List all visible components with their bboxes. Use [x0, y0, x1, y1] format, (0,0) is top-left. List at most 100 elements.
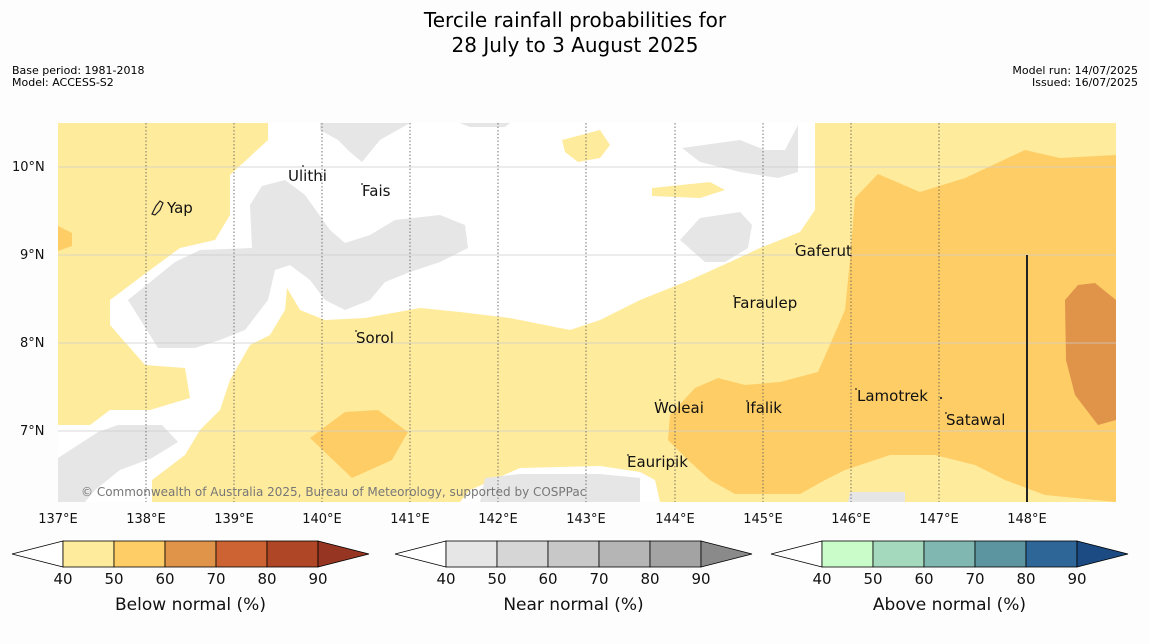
colorbar-segment: [113, 540, 166, 568]
below-normal-40-50-area: [652, 182, 725, 198]
lon-tick-label: 144°E: [655, 512, 695, 527]
place-label-faraulep: Faraulep: [733, 294, 797, 312]
below-normal-50-60-area: [668, 150, 1116, 502]
colorbar-tick-label: 60: [538, 570, 557, 588]
colorbar-tick-label: 40: [436, 570, 455, 588]
lon-tick-label: 148°E: [1007, 512, 1047, 527]
lon-tick-label: 147°E: [919, 512, 959, 527]
colorbar-tick-label: 50: [863, 570, 882, 588]
island-markers: [302, 165, 947, 456]
colorbar-tick-label: 40: [53, 570, 72, 588]
colorbar-title: Below normal (%): [115, 595, 266, 615]
colorbar-segment: [598, 540, 651, 568]
title-line-1: Tercile rainfall probabilities for: [423, 8, 727, 32]
colorbar-extend-high: [700, 540, 753, 568]
map-panel: Ulithi Fais Yap Gaferut Faraulep Sorol L…: [58, 123, 1116, 502]
colorbar-segment: [1025, 540, 1078, 568]
lat-tick-label: 10°N: [12, 160, 45, 175]
near-normal-40-50-area: [320, 123, 410, 162]
place-label-gaferut: Gaferut: [795, 242, 852, 260]
colorbar-tick-label: 50: [104, 570, 123, 588]
place-label-eauripik: Eauripik: [627, 453, 688, 471]
place-label-woleai: Woleai: [654, 399, 704, 417]
colorbar-tick-label: 50: [487, 570, 506, 588]
latitude-tick-labels: 10°N 9°N 8°N 7°N: [12, 160, 45, 439]
near-normal-40-50-area: [848, 492, 905, 502]
colorbar-segment: [547, 540, 600, 568]
lon-tick-label: 142°E: [478, 512, 518, 527]
lon-tick-label: 140°E: [302, 512, 342, 527]
lat-tick-label: 9°N: [20, 248, 45, 263]
yap-island-outline: [151, 200, 164, 216]
model-info: Base period: 1981-2018 Model: ACCESS-S2: [12, 65, 144, 89]
lon-tick-label: 143°E: [566, 512, 606, 527]
colorbar-tick-label: 60: [155, 570, 174, 588]
colorbar-extend-high: [1076, 540, 1129, 568]
lat-tick-label: 7°N: [20, 424, 45, 439]
longitude-gridlines: [145, 123, 940, 502]
place-label-ifalik: Ifalik: [746, 399, 782, 417]
run-info: Model run: 14/07/2025 Issued: 16/07/2025: [1012, 65, 1138, 89]
colorbar-segment: [266, 540, 319, 568]
colorbar-tick-label: 80: [257, 570, 276, 588]
map-title: Tercile rainfall probabilities for 28 Ju…: [0, 8, 1150, 58]
near-normal-40-50-area: [480, 474, 640, 502]
colorbar-above-normal: 40 50 60 70 80 90 Above normal (%): [770, 540, 1129, 615]
below-normal-40-50-area: [562, 130, 610, 162]
place-label-satawal: Satawal: [946, 411, 1005, 429]
colorbar-title: Above normal (%): [873, 595, 1026, 615]
lon-tick-label: 137°E: [38, 512, 78, 527]
colorbar-extend-low: [770, 540, 823, 568]
colorbar-below-normal: 40 50 60 70 80 90 Below normal (%): [11, 540, 370, 615]
near-normal-40-50-area: [460, 123, 510, 127]
colorbar-title: Near normal (%): [503, 595, 643, 615]
below-normal-50-60-area: [310, 410, 408, 478]
place-label-lamotrek: Lamotrek: [857, 387, 928, 405]
place-label-yap: Yap: [166, 199, 193, 217]
base-period: Base period: 1981-2018: [12, 64, 145, 77]
colorbar-segment: [923, 540, 976, 568]
colorbar-segment: [62, 540, 115, 568]
near-normal-40-50-area: [128, 180, 468, 348]
colorbar-tick-label: 80: [1016, 570, 1035, 588]
place-label-fais: Fais: [362, 182, 391, 200]
lon-tick-label: 141°E: [390, 512, 430, 527]
near-normal-40-50-area: [680, 212, 752, 262]
colorbar-tick-label: 90: [308, 570, 327, 588]
colorbar-tick-label: 80: [640, 570, 659, 588]
colorbar-tick-label: 40: [812, 570, 831, 588]
colorbar-segment: [164, 540, 217, 568]
colorbar-segment: [445, 540, 498, 568]
lon-tick-label: 146°E: [831, 512, 871, 527]
model-run: Model run: 14/07/2025: [1012, 64, 1138, 77]
lon-tick-label: 139°E: [214, 512, 254, 527]
colorbar-extend-low: [394, 540, 447, 568]
below-normal-40-50-area: [58, 123, 268, 425]
colorbar-segment: [215, 540, 268, 568]
colorbar-tick-label: 70: [965, 570, 984, 588]
near-normal-40-50-area: [58, 425, 178, 502]
colorbar-segment: [649, 540, 702, 568]
colorbar-extend-high: [317, 540, 370, 568]
colorbar-tick-label: 90: [691, 570, 710, 588]
colorbar-segment: [974, 540, 1027, 568]
below-normal-60-70-area: [1065, 283, 1116, 425]
longitude-tick-labels: 137°E 138°E 139°E 140°E 141°E 142°E 143°…: [38, 512, 1047, 527]
issued-date: Issued: 16/07/2025: [1031, 76, 1138, 89]
colorbar-segment: [496, 540, 549, 568]
below-normal-50-60-area: [58, 226, 72, 251]
model-name: Model: ACCESS-S2: [12, 76, 114, 89]
lon-tick-label: 145°E: [743, 512, 783, 527]
lat-tick-label: 8°N: [20, 336, 45, 351]
colorbar-near-normal: 40 50 60 70 80 90 Near normal (%): [394, 540, 753, 615]
near-normal-40-50-area: [682, 125, 798, 178]
colorbar-tick-label: 90: [1067, 570, 1086, 588]
title-line-2: 28 July to 3 August 2025: [451, 33, 699, 57]
lon-tick-label: 138°E: [126, 512, 166, 527]
colorbar-tick-label: 60: [914, 570, 933, 588]
colorbar-segment: [872, 540, 925, 568]
colorbar-tick-label: 70: [589, 570, 608, 588]
colorbar-segment: [821, 540, 874, 568]
place-label-sorol: Sorol: [356, 329, 394, 347]
